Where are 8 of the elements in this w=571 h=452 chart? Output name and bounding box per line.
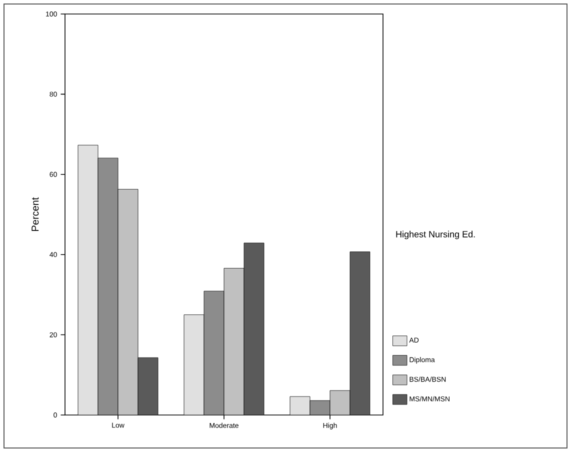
legend-title: Highest Nursing Ed. <box>396 230 475 240</box>
bar <box>350 252 370 415</box>
bar <box>290 396 310 415</box>
bar <box>184 314 204 415</box>
bar <box>78 144 98 415</box>
bar <box>138 357 158 415</box>
bar <box>244 242 264 415</box>
y-axis-title: Percent <box>32 197 39 231</box>
